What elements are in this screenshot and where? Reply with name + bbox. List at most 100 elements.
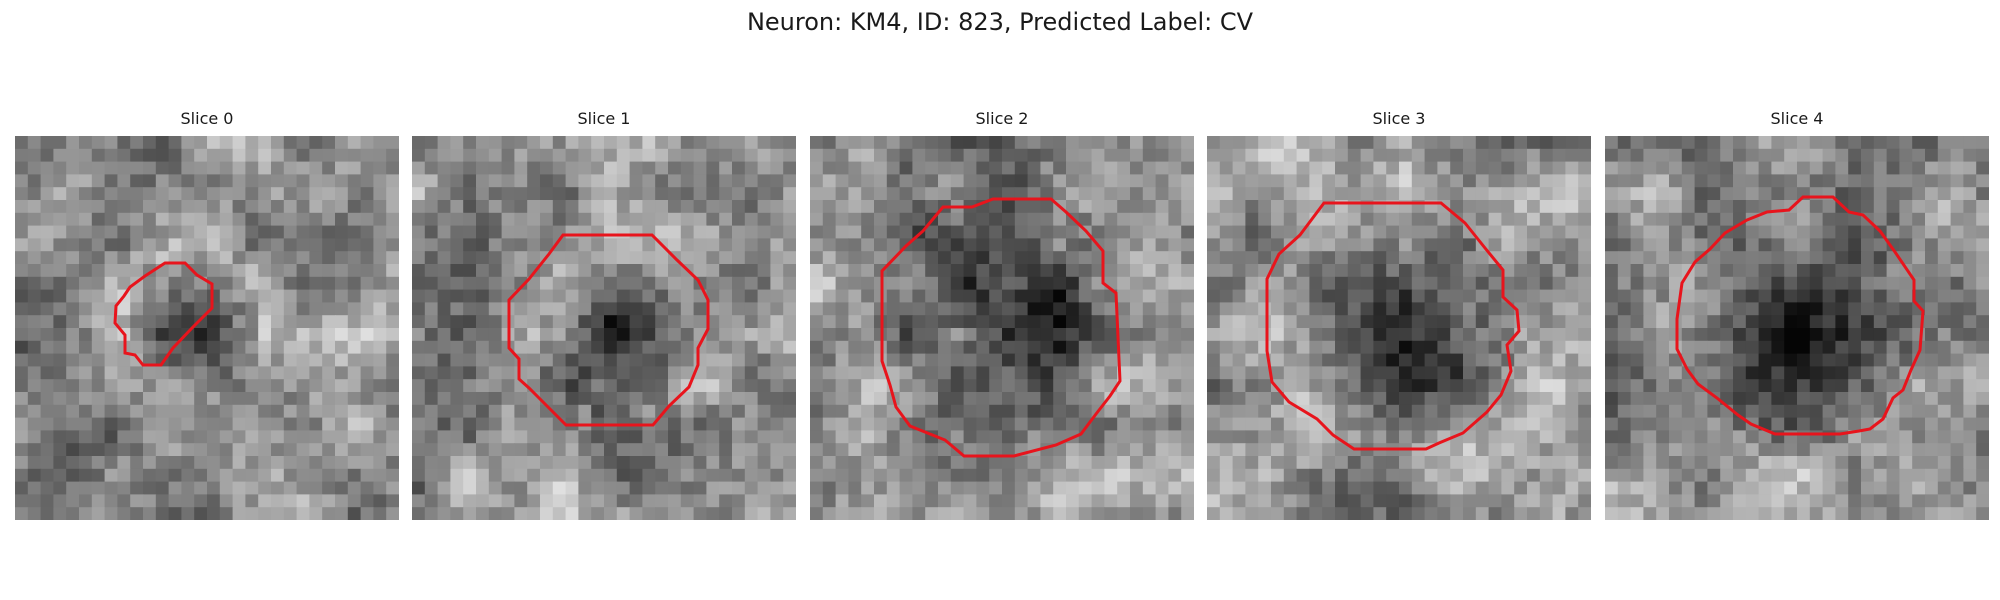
pixel [53,225,67,239]
pixel [1514,251,1528,265]
pixel [219,430,234,444]
pixel [130,456,144,470]
pixel [1360,392,1374,406]
pixel [1514,225,1528,239]
pixel [27,302,42,316]
pixel [476,289,490,303]
pixel [232,187,246,201]
pixel [168,417,182,431]
pixel [1258,417,1272,431]
slice-title: Slice 2 [975,109,1029,128]
pixel [1014,366,1029,380]
pixel [1745,302,1760,316]
pixel [1104,315,1118,329]
pixel [1873,238,1888,252]
pixel [194,417,208,431]
pixel [40,212,54,227]
pixel [1848,443,1862,457]
pixel [1232,443,1246,457]
pixel [412,404,426,419]
pixel [1002,353,1016,367]
pixel [271,225,285,239]
pixel [1245,353,1259,367]
pixel [744,200,759,214]
pixel [386,200,399,214]
pixel [245,404,259,419]
pixel [1848,136,1862,150]
pixel [642,302,656,316]
pixel [706,353,720,367]
pixel [1950,404,1964,419]
pixel [1386,417,1400,431]
pixel [27,212,42,227]
pixel [591,225,605,239]
pixel [296,468,310,483]
pixel [1014,148,1029,163]
pixel [1104,404,1118,419]
pixel [552,200,567,214]
pixel [347,353,362,367]
pixel [232,507,246,520]
pixel [848,200,862,214]
pixel [168,289,182,303]
pixel [1539,212,1554,227]
pixel [219,340,234,355]
pixel [245,443,259,457]
pixel [822,507,837,520]
pixel [143,340,157,355]
pixel [963,264,977,278]
pixel [424,212,439,227]
pixel [258,161,272,175]
pixel [1771,148,1785,163]
pixel [1771,212,1785,227]
pixel [1707,225,1721,239]
pixel [1130,289,1144,303]
pixel [1950,212,1964,227]
pixel [1091,481,1105,495]
pixel [1886,315,1900,329]
pixel [1501,225,1515,239]
pixel [642,443,656,457]
pixel [1861,276,1875,291]
pixel [309,430,323,444]
pixel [591,468,605,483]
pixel [1117,225,1131,239]
pixel [565,251,579,265]
pixel [1360,212,1374,227]
pixel [912,289,926,303]
pixel [488,494,503,508]
pixel [886,468,901,483]
pixel [732,315,746,329]
pixel [1925,340,1939,355]
pixel [143,187,157,201]
pixel [732,136,746,150]
pixel [1848,238,1862,252]
pixel [1283,200,1298,214]
pixel [1258,289,1272,303]
pixel [1450,264,1464,278]
pixel [232,456,246,470]
pixel [1745,251,1760,265]
pixel [1758,468,1772,483]
pixel [463,353,477,367]
pixel [130,494,144,508]
pixel [1437,136,1451,150]
pixel [1784,187,1798,201]
pixel [1309,289,1323,303]
pixel [527,456,541,470]
pixel [437,225,451,239]
pixel [1771,276,1785,291]
pixel [463,251,477,265]
pixel [706,456,720,470]
pixel [1078,161,1093,175]
pixel [1784,174,1798,188]
pixel [1232,481,1246,495]
pixel [245,315,259,329]
pixel [360,225,374,239]
pixel [783,161,796,175]
pixel [1514,289,1528,303]
pixel [463,148,477,163]
pixel [1630,456,1644,470]
pixel [629,276,643,291]
pixel [245,481,259,495]
